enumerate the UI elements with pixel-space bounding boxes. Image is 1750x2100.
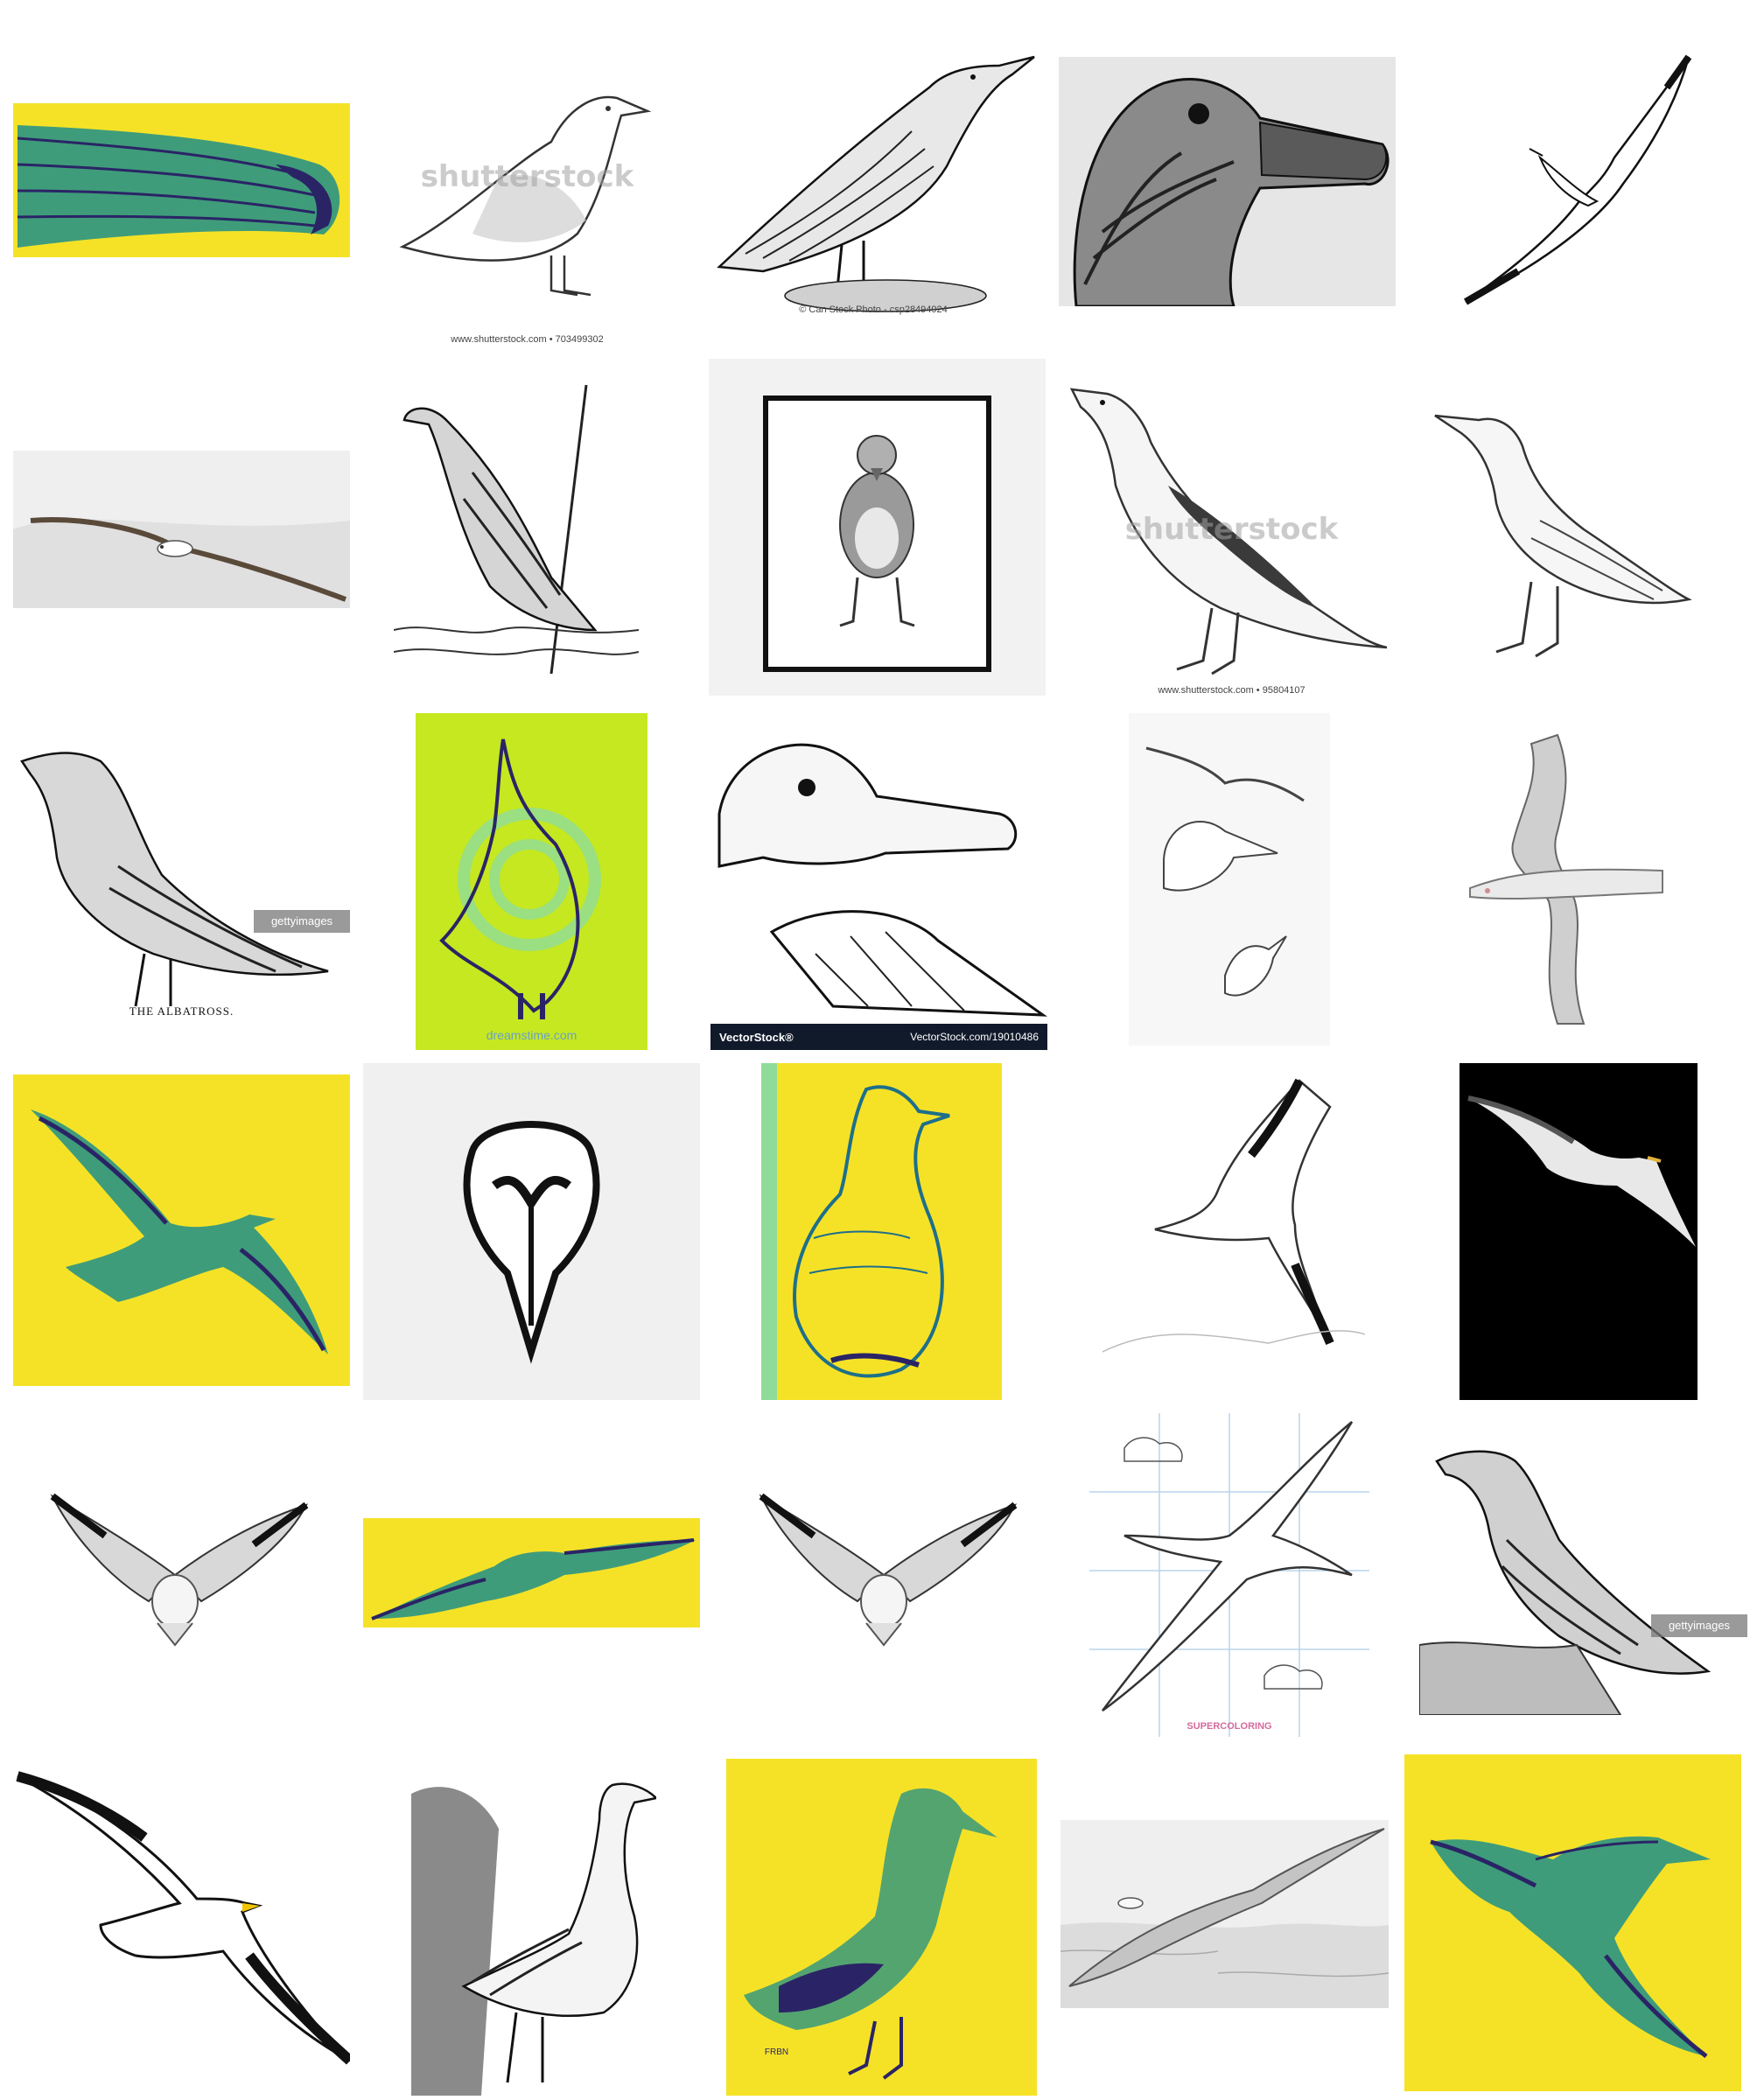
image-credit: www.shutterstock.com • 703499302 <box>451 334 604 345</box>
result-image-engraving-standing[interactable]: © Can Stock Photo - csp28494924 <box>710 35 1036 324</box>
result-image-black-night[interactable] <box>1460 1063 1698 1400</box>
albatross-looking-up-icon <box>439 738 601 1019</box>
result-image-vector-head-foot[interactable]: VectorStock® VectorStock.com/19010486 <box>710 713 1047 1050</box>
watermark-text: shutterstock <box>420 159 634 194</box>
result-image-logo-head[interactable] <box>363 1063 700 1400</box>
result-image-flying-sketch-diagonal[interactable] <box>1457 52 1702 306</box>
result-image-watercolor-glide[interactable] <box>13 451 350 608</box>
result-image-ornate-albatross[interactable] <box>1426 363 1715 678</box>
result-image-gull-sketch[interactable]: shutterstock www.shutterstock.com • 7034… <box>376 46 678 347</box>
result-image-gull-wings-up-2[interactable] <box>744 1470 1024 1662</box>
result-image-soaring-large[interactable] <box>1418 726 1680 1028</box>
gull-front-icon <box>763 396 991 672</box>
result-image-yellow-flying[interactable] <box>13 1074 350 1386</box>
albatross-over-sea-icon <box>1060 1828 1389 2008</box>
artist-signature: FRBN <box>764 2048 789 2057</box>
albatross-flying-icon <box>1089 1413 1369 1737</box>
result-image-gull-wings-up-1[interactable] <box>35 1470 315 1662</box>
albatross-head-icon <box>1073 78 1390 306</box>
result-image-sketch-glide[interactable] <box>1094 1063 1365 1400</box>
result-image-lime-spiral[interactable]: dreamstime.com <box>416 713 648 1050</box>
result-image-yellow-teal-standing[interactable]: FRBN <box>726 1759 1037 2096</box>
getty-watermark: gettyimages <box>1651 1614 1747 1637</box>
gull-wings-up-icon <box>759 1493 1018 1647</box>
result-image-bw-flying[interactable] <box>13 1759 350 2078</box>
result-image-framed-gull[interactable] <box>709 359 1046 696</box>
albatross-head-and-foot-icon <box>718 743 1047 1017</box>
image-credit: www.shutterstock.com • 95804107 <box>1158 685 1306 696</box>
watermark-text: shutterstock <box>1124 512 1339 547</box>
albatross-flying-icon <box>1463 54 1692 305</box>
result-image-beak-closeup[interactable] <box>13 103 350 257</box>
albatross-on-ship-icon <box>394 384 639 674</box>
image-credit: dreamstime.com <box>486 1028 578 1042</box>
albatross-soaring-icon <box>1469 733 1663 1025</box>
result-image-ship-engraving[interactable] <box>394 368 639 674</box>
albatross-standing-icon <box>1069 388 1388 676</box>
result-image-shutterstock-albatross[interactable]: shutterstock www.shutterstock.com • 9580… <box>1063 363 1400 700</box>
vectorstock-logo: VectorStock® <box>719 1031 794 1044</box>
gull-standing-icon <box>399 95 652 297</box>
albatross-standing-icon <box>1434 414 1692 658</box>
result-image-cliff-engraving[interactable] <box>411 1759 656 2096</box>
result-image-yellow-banner[interactable] <box>363 1518 700 1628</box>
gull-wings-up-icon <box>50 1493 309 1647</box>
albatross-flying-icon <box>1430 1836 1711 2058</box>
albatross-studies-icon <box>1145 746 1305 997</box>
image-credit: SUPERCOLORING <box>1186 1721 1272 1732</box>
result-image-the-albatross[interactable]: gettyimages THE ALBATROSS. <box>13 726 350 1028</box>
albatross-standing-icon <box>717 55 1035 312</box>
albatross-standing-icon <box>744 1788 998 2080</box>
result-image-zentangle-head[interactable] <box>1059 57 1396 306</box>
result-image-yellow-teal-flying[interactable] <box>1404 1754 1741 2091</box>
result-image-study-sheet[interactable] <box>1129 713 1330 1046</box>
result-image-engraving-rock[interactable]: gettyimages <box>1419 1435 1747 1715</box>
albatross-gliding-icon <box>1102 1078 1365 1353</box>
albatross-flying-icon <box>1467 1096 1696 1247</box>
albatross-beak-icon <box>17 125 340 248</box>
albatross-head-logo-icon <box>463 1121 600 1364</box>
albatross-gliding-icon <box>371 1538 696 1620</box>
result-image-yellow-standing[interactable] <box>761 1063 1002 1400</box>
albatross-on-rock-icon <box>1419 1450 1712 1715</box>
albatross-standing-icon <box>761 1063 950 1400</box>
image-credit: © Can Stock Photo - csp28494924 <box>799 304 948 315</box>
getty-watermark: gettyimages <box>254 910 350 933</box>
result-image-drawing-lesson[interactable]: SUPERCOLORING <box>1089 1413 1369 1737</box>
albatross-gliding-icon <box>13 451 350 608</box>
result-image-pencil-sea[interactable] <box>1060 1820 1389 2008</box>
albatross-standing-icon <box>20 752 329 1007</box>
vectorstock-bar: VectorStock® VectorStock.com/19010486 <box>710 1024 1047 1050</box>
albatross-flying-icon <box>16 1771 350 2065</box>
albatross-flying-icon <box>31 1110 328 1354</box>
image-caption: THE ALBATROSS. <box>129 1004 234 1018</box>
albatross-on-cliff-icon <box>411 1782 656 2096</box>
image-credit: VectorStock.com/19010486 <box>910 1031 1039 1043</box>
